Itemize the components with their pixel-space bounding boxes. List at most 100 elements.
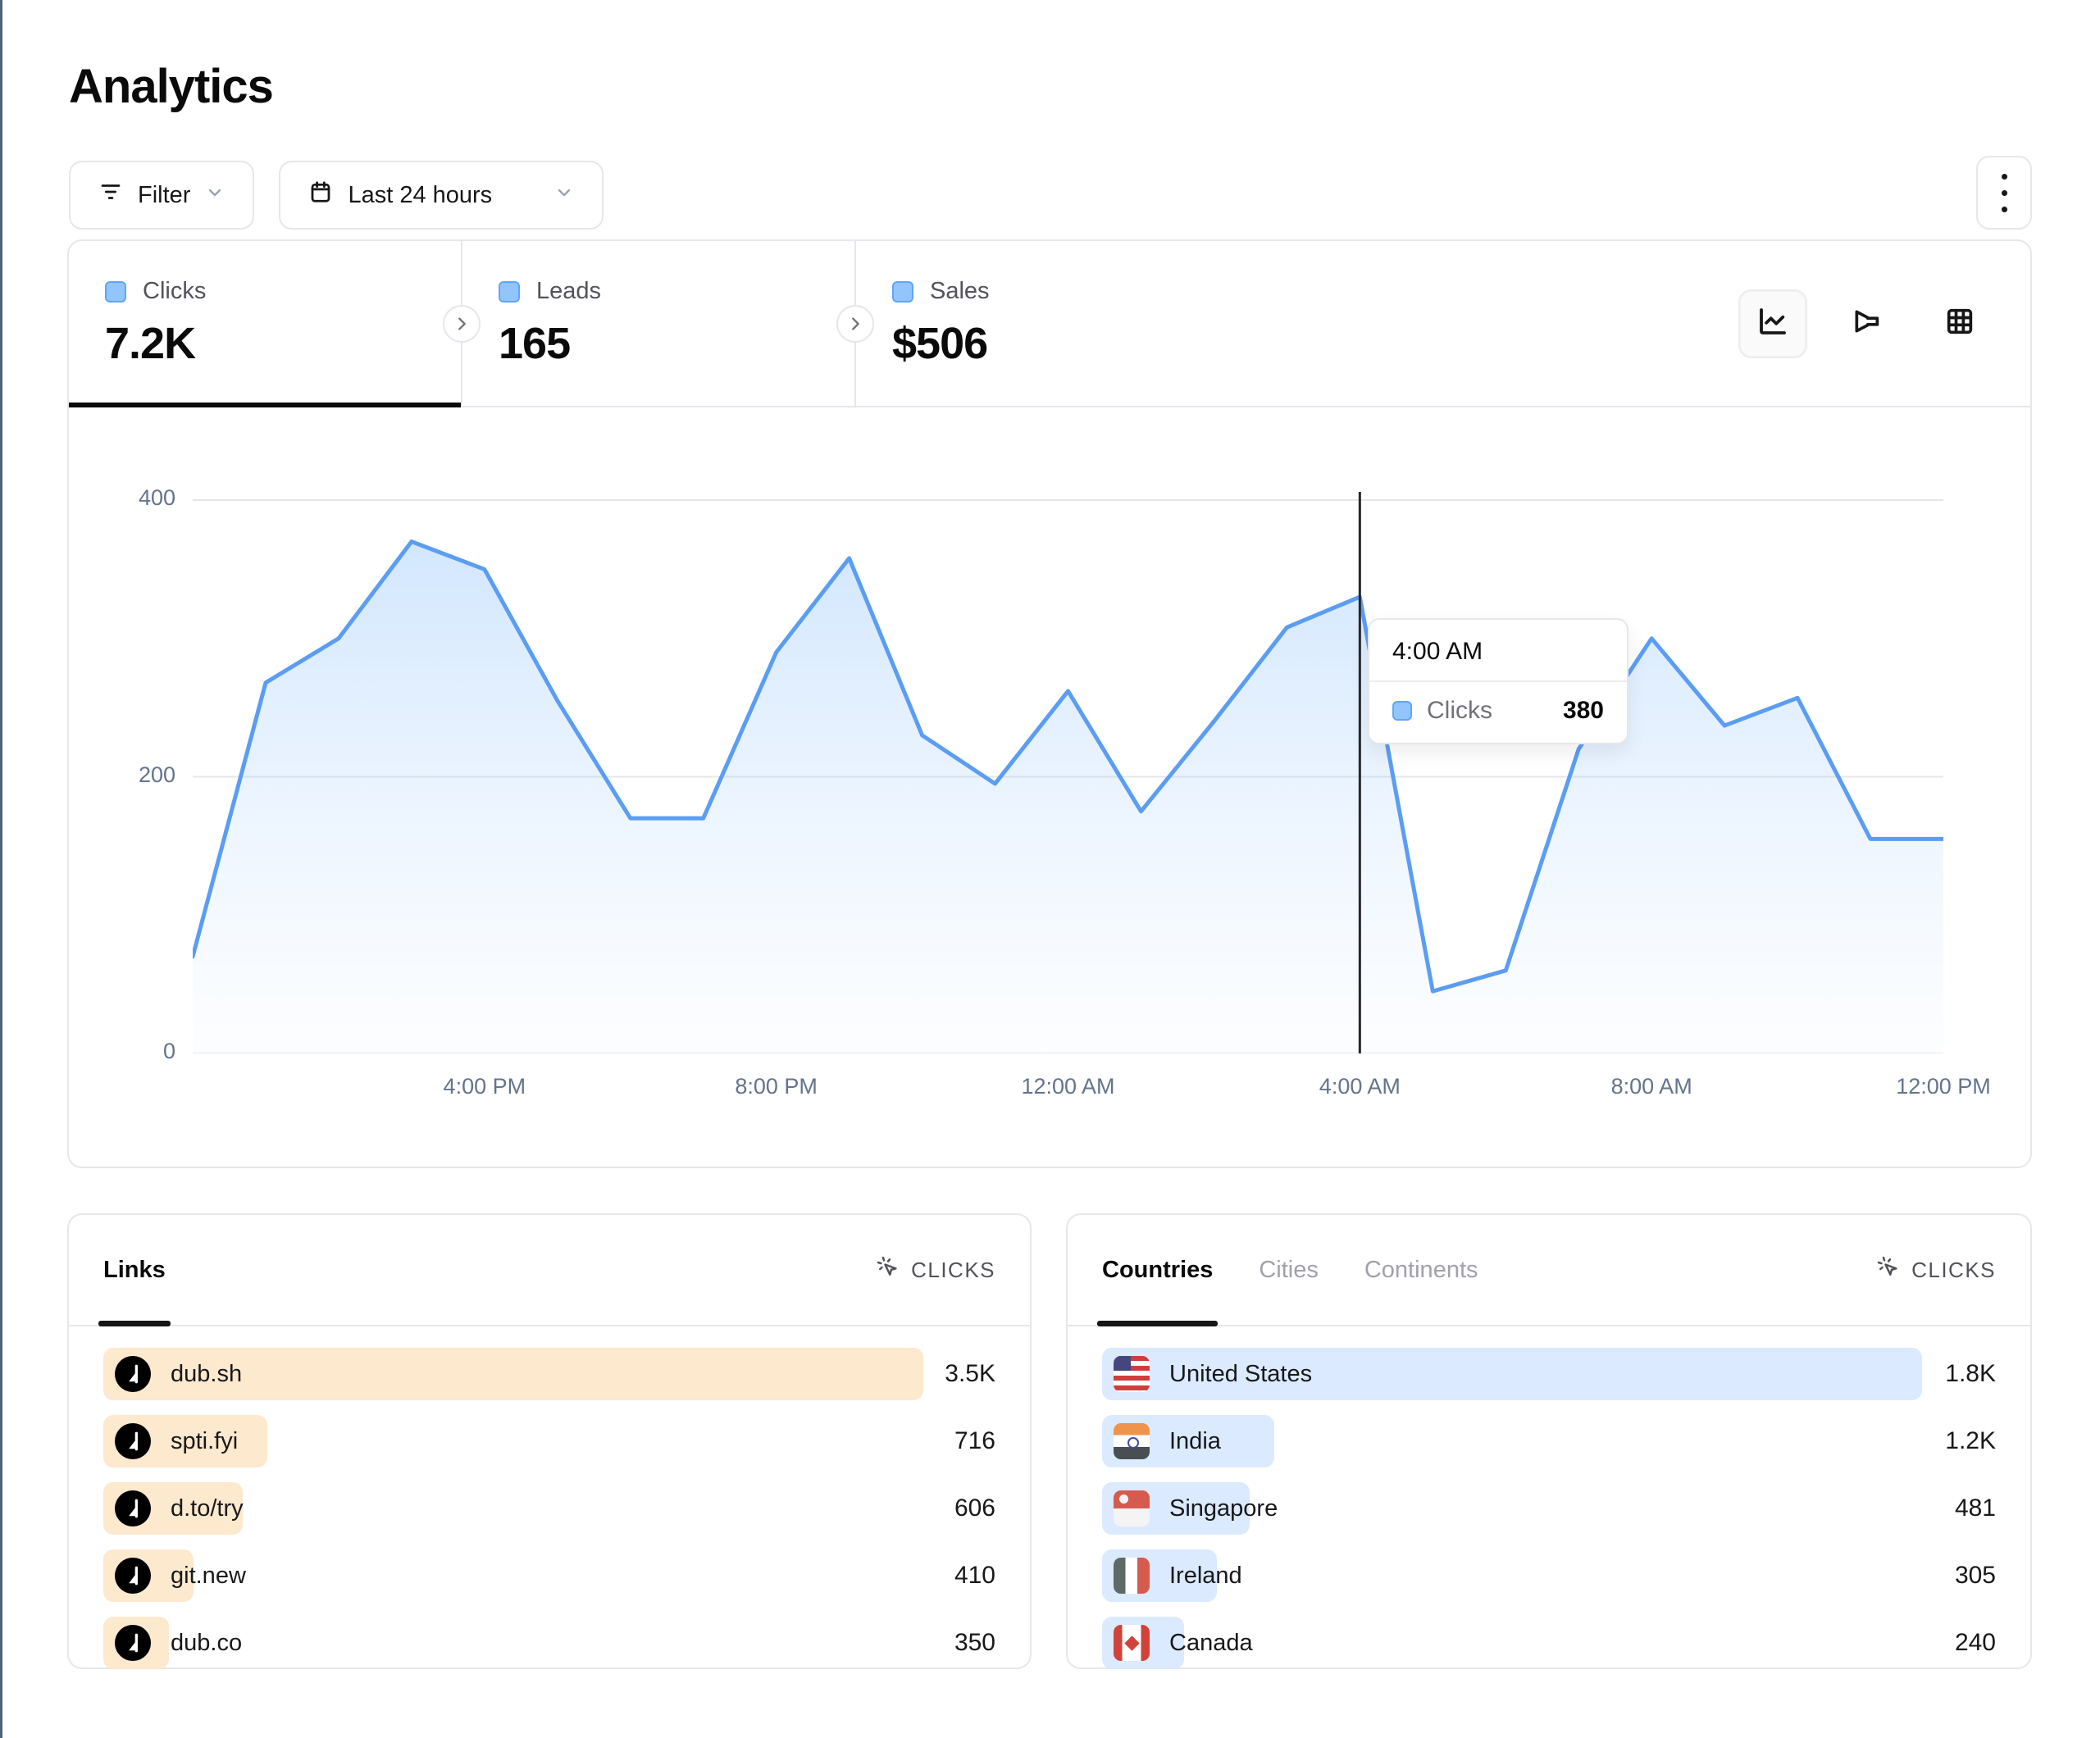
flag-icon-us [1114,1356,1150,1392]
date-range-label: Last 24 hours [348,181,493,208]
funnel-chart-icon [1850,305,1883,342]
link-name: dub.sh [171,1360,243,1387]
cursor-click-icon [876,1255,900,1285]
metric-tab-label: Sales [930,278,990,304]
country-clicks-value: 1.8K [1945,1360,1996,1387]
country-clicks-value: 481 [1954,1495,1996,1522]
metric-tab-sales[interactable]: Sales $506 [856,241,1248,406]
link-name: spti.fyi [171,1427,239,1454]
country-name: Singapore [1169,1495,1278,1522]
line-chart-icon [1756,304,1790,343]
links-clicks-sort[interactable]: CLICKS [876,1255,995,1285]
date-range-button[interactable]: Last 24 hours [279,161,604,230]
country-clicks-value: 240 [1954,1629,1996,1656]
country-row[interactable]: Canada 240 [1102,1617,1996,1669]
clicks-legend-square [1392,701,1412,721]
metric-legend-square [105,280,126,303]
geo-clicks-sort[interactable]: CLICKS [1876,1255,1996,1285]
table-toggle[interactable] [1925,289,1994,358]
country-row[interactable]: Singapore 481 [1102,1482,1996,1535]
metric-tab-clicks[interactable]: Clicks 7.2K [69,241,461,407]
tab-cities[interactable]: Cities [1259,1256,1319,1283]
link-clicks-value: 606 [954,1495,995,1522]
dub-logo-icon [115,1625,151,1661]
table-grid-icon [1943,305,1976,342]
geo-panel-header: Countries Cities Continents CLICKS [1068,1215,2030,1326]
funnel-chart-toggle[interactable] [1832,289,1901,358]
country-name: Canada [1169,1629,1253,1656]
tooltip-time: 4:00 AM [1369,620,1627,682]
x-tick-label: 12:00 AM [1021,1074,1115,1099]
y-tick-label: 200 [138,762,175,787]
chart-tooltip: 4:00 AM Clicks 380 [1368,618,1629,744]
x-tick-label: 8:00 AM [1610,1074,1692,1099]
tab-countries[interactable]: Countries [1096,1215,1219,1326]
country-bar [1102,1348,1922,1400]
chevron-down-icon [205,182,225,209]
link-bar [103,1348,923,1400]
x-tick-label: 8:00 PM [735,1074,818,1099]
expand-metric-button[interactable] [443,304,481,343]
link-name: git.new [171,1562,246,1589]
dub-logo-icon [115,1356,151,1392]
link-clicks-value: 410 [954,1562,995,1589]
country-name: India [1169,1427,1221,1454]
metric-tab-value: 7.2K [105,319,196,368]
link-row[interactable]: spti.fyi 716 [103,1415,995,1467]
links-panel-header: Links CLICKS [69,1215,1030,1326]
tab-continents[interactable]: Continents [1364,1256,1478,1283]
y-tick-label: 400 [138,485,175,510]
clicks-area-chart[interactable] [190,467,1946,1054]
link-row[interactable]: d.to/try 606 [103,1482,995,1535]
tab-divider [443,241,481,406]
link-row[interactable]: git.new 410 [103,1549,995,1602]
country-row[interactable]: United States 1.8K [1102,1348,1996,1400]
geo-panel: Countries Cities Continents CLICKS United … [1066,1213,2032,1669]
filter-button[interactable]: Filter [69,161,255,230]
cursor-click-icon [1876,1255,1901,1285]
link-row[interactable]: dub.sh 3.5K [103,1348,995,1400]
flag-icon-in [1114,1423,1150,1459]
chevron-down-icon [554,182,574,209]
country-row[interactable]: Ireland 305 [1102,1549,1996,1602]
tooltip-series-label: Clicks [1427,697,1492,724]
page-title: Analytics [69,60,274,113]
country-name: United States [1169,1360,1313,1387]
link-clicks-value: 716 [954,1427,995,1454]
country-name: Ireland [1169,1562,1242,1589]
metric-tab-value: $506 [892,319,988,368]
y-tick-label: 0 [162,1039,175,1063]
tab-divider [836,241,874,406]
metric-legend-square [892,280,913,303]
chart-type-toggles [1738,241,2030,406]
x-tick-label: 4:00 PM [443,1074,526,1099]
filter-button-label: Filter [138,181,191,208]
calendar-icon [308,180,333,211]
link-row[interactable]: dub.co 350 [103,1617,995,1669]
link-clicks-value: 3.5K [945,1360,995,1387]
link-clicks-value: 350 [954,1629,995,1656]
filter-lines-icon [98,180,123,211]
metric-tab-label: Leads [536,278,602,304]
dub-logo-icon [115,1558,151,1594]
more-options-button[interactable] [1976,156,2032,230]
x-tick-label: 12:00 PM [1896,1074,1991,1099]
dub-logo-icon [115,1490,151,1526]
links-metric-label: CLICKS [911,1257,995,1282]
toolbar: Filter Last 24 hours [69,161,604,230]
expand-metric-button[interactable] [836,304,874,343]
country-clicks-value: 1.2K [1945,1427,1996,1454]
tooltip-value: 380 [1562,697,1604,724]
x-tick-label: 4:00 AM [1319,1074,1401,1099]
tab-links[interactable]: Links [98,1215,171,1326]
line-chart-toggle[interactable] [1738,289,1807,358]
metric-tab-label: Clicks [143,278,207,304]
country-row[interactable]: India 1.2K [1102,1415,1996,1467]
link-name: dub.co [171,1629,243,1656]
left-edge-accent [0,0,2,1738]
geo-metric-label: CLICKS [1911,1257,1996,1282]
metric-tab-leads[interactable]: Leads 165 [462,241,854,406]
metric-tab-row: Clicks 7.2K Leads 165 Sales $506 [69,241,2030,407]
metric-tab-value: 165 [499,319,571,368]
kebab-icon [2001,173,2007,180]
